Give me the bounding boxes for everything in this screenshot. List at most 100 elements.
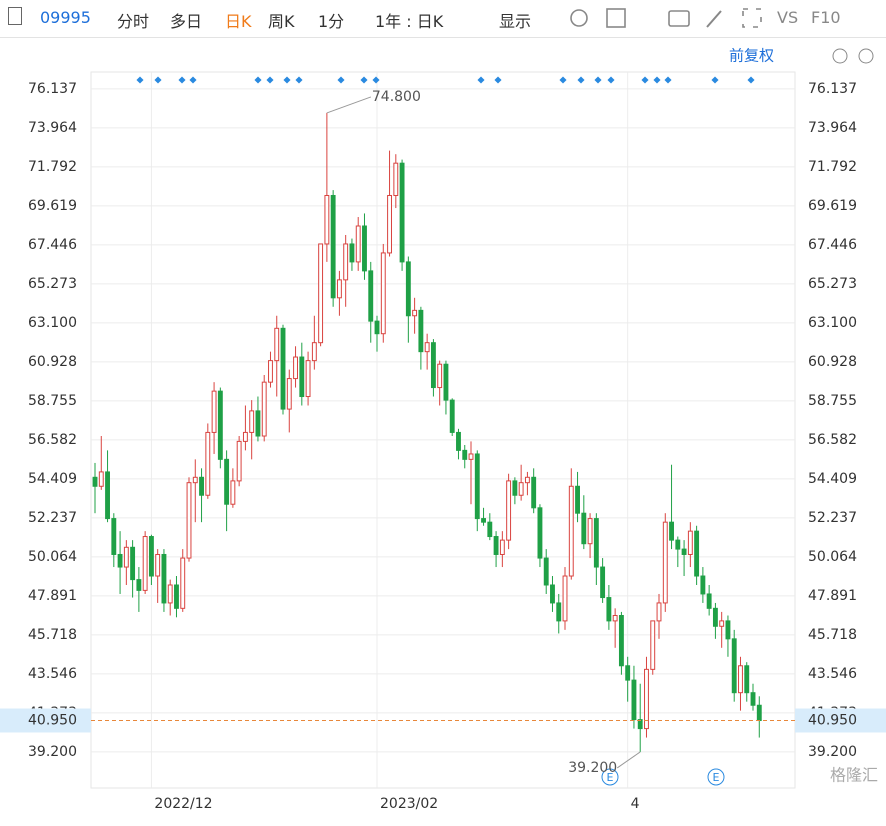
candle-body — [631, 679, 637, 721]
candle-body — [662, 521, 668, 604]
y-tick-label: 47.891 — [808, 588, 857, 604]
adjust-label[interactable]: 前复权 — [729, 47, 774, 65]
candle-body — [374, 320, 380, 335]
y-tick-label: 60.928 — [28, 354, 77, 370]
event-marker — [360, 76, 368, 84]
candle-body — [712, 607, 718, 627]
candle-body — [681, 548, 687, 555]
menu-icon[interactable] — [8, 7, 22, 25]
candle-body — [405, 261, 411, 317]
candle-body — [249, 410, 255, 433]
candle-body — [330, 194, 336, 299]
candle-body — [556, 602, 562, 622]
candle-body — [349, 243, 355, 263]
y-tick-label: 69.619 — [28, 198, 77, 214]
tab[interactable]: 1分 — [318, 12, 345, 31]
candle-body — [174, 584, 179, 609]
y-tick-label: 63.100 — [808, 315, 857, 331]
y-tick-label: 54.409 — [808, 471, 857, 487]
candle-body — [255, 410, 261, 437]
candle-body — [305, 360, 311, 398]
y-tick-label: 43.546 — [28, 666, 77, 682]
y-tick-label: 71.792 — [28, 159, 77, 175]
tab[interactable]: 分时 — [117, 12, 150, 31]
y-tick-label: 67.446 — [28, 237, 77, 253]
y-tick-label: 71.792 — [808, 159, 857, 175]
candle-body — [644, 668, 649, 730]
zoom-out[interactable] — [832, 48, 848, 64]
event-marker — [266, 76, 274, 84]
candle-body — [217, 390, 223, 460]
candle-body — [587, 518, 593, 545]
y-tick-label: 63.100 — [28, 315, 77, 331]
tab[interactable]: 显示 — [499, 12, 532, 31]
candle-body — [468, 453, 474, 460]
candle-body — [318, 243, 324, 344]
toolbar-icons — [570, 8, 762, 28]
fullscreen-icon[interactable] — [742, 8, 762, 28]
candle-body — [199, 476, 204, 496]
candle-body — [512, 480, 518, 496]
tab[interactable]: 1年 : 日K — [375, 12, 444, 31]
tab[interactable]: 日K — [225, 12, 252, 31]
watermark: 格隆汇 — [830, 766, 878, 785]
candle-body — [399, 162, 405, 263]
event-marker — [178, 76, 186, 84]
candle-body — [694, 530, 700, 577]
y-tick-label: 54.409 — [28, 471, 77, 487]
candle-body — [493, 536, 499, 555]
candle-body — [242, 431, 248, 442]
y-tick-label: 45.718 — [28, 627, 77, 643]
candle-body — [700, 575, 706, 595]
earnings-marker-icon: E — [607, 771, 614, 784]
candle-body — [324, 194, 330, 245]
annotation-leader — [326, 96, 372, 114]
event-marker — [154, 76, 162, 84]
event-marker — [477, 76, 485, 84]
event-marker — [295, 76, 303, 84]
zoom-in[interactable] — [858, 48, 874, 64]
candle-body — [518, 482, 524, 496]
y-tick-label: 67.446 — [808, 237, 857, 253]
tool[interactable]: F10 — [811, 8, 841, 27]
plot-frame — [90, 71, 796, 789]
candle-body — [268, 360, 273, 383]
candle-body — [368, 270, 374, 322]
y-tick-label: 65.273 — [28, 276, 77, 292]
tool[interactable]: VS — [777, 8, 799, 27]
y-tick-label: 65.273 — [808, 276, 857, 292]
candle-body — [343, 243, 349, 281]
candle-body — [606, 597, 612, 622]
candle-body — [136, 579, 142, 591]
event-marker — [254, 76, 262, 84]
annotation-label: 39.200 — [568, 760, 617, 776]
event-marker — [283, 76, 291, 84]
candle-body — [236, 440, 242, 482]
y-tick-label: 52.237 — [808, 510, 857, 526]
candle-body — [456, 431, 461, 451]
candle-body — [105, 471, 110, 520]
pen-icon[interactable] — [706, 10, 722, 28]
candle-body — [738, 665, 743, 694]
event-marker — [747, 76, 755, 84]
candle-body — [481, 518, 486, 523]
y-tick-label: 58.755 — [28, 393, 77, 409]
box-icon[interactable] — [606, 8, 626, 28]
candle-body — [186, 482, 192, 559]
event-marker — [559, 76, 567, 84]
candle-body — [280, 327, 286, 410]
camera-icon[interactable] — [668, 10, 690, 27]
candle-body — [92, 476, 98, 487]
x-tick-label: 2022/12 — [154, 796, 212, 812]
candle-body — [725, 620, 731, 640]
event-marker — [189, 76, 197, 84]
settings-icon[interactable] — [570, 9, 588, 27]
stock-code[interactable]: 09995 — [40, 8, 91, 27]
tab[interactable]: 周K — [268, 12, 295, 31]
candle-body — [637, 719, 643, 730]
tab[interactable]: 多日 — [170, 12, 203, 31]
candle-body — [148, 536, 154, 577]
annotation-label: 74.800 — [372, 89, 421, 105]
y-tick-label: 45.718 — [808, 627, 857, 643]
candle-body — [293, 356, 298, 380]
